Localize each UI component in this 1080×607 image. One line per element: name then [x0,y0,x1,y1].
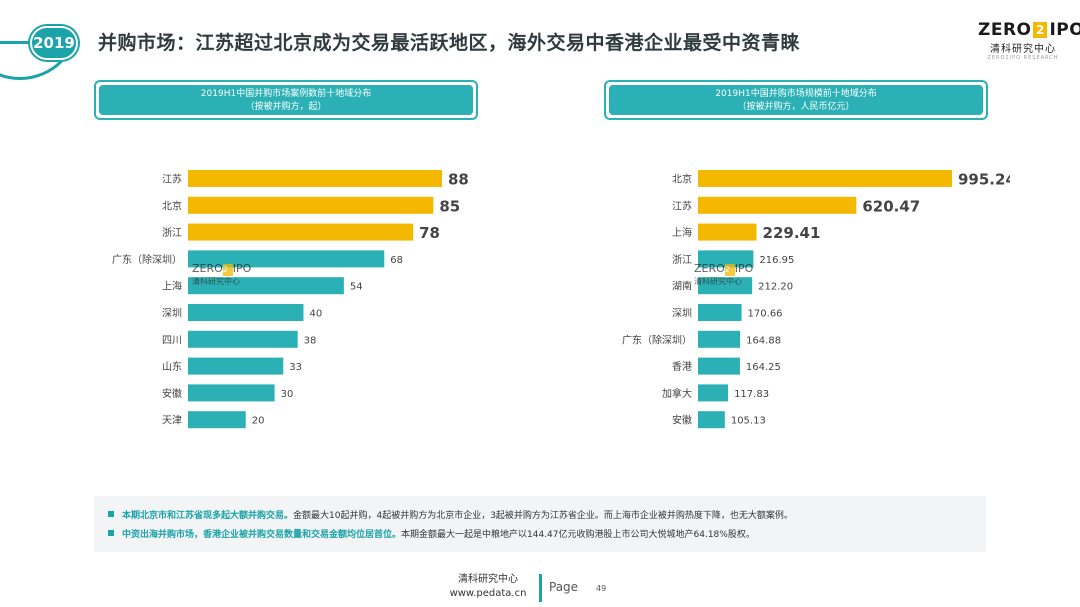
value-label: 40 [309,309,322,320]
logo-mark: 2 [1033,22,1048,38]
page-title: 并购市场：江苏超过北京成为交易最活跃地区，海外交易中香港企业最受中资青睐 [98,32,801,54]
right-bar-chart: 北京 995.24 江苏 620.47 上海 229.41 浙江 216.95 湖南 212.20… [622,170,1010,429]
bar [698,170,952,187]
bar [698,357,740,375]
footer-page-label: Page [549,580,579,594]
category-label: 北京 [162,199,182,212]
category-label: 江苏 [672,199,692,212]
value-label: 164.88 [746,335,781,346]
page-number: 49 [596,584,607,593]
left-panel-header: 2019H1中国并购市场案例数前十地域分布 （按被并购方，起） [94,80,478,120]
note-text: 本期金额最大一起是中粮地产以144.47亿元收购港股上市公司大悦城地产64.18… [401,530,755,540]
category-label: 上海 [162,280,182,293]
left-bar-chart: 江苏 88 北京 85 浙江 78 广东（除深圳） 68 上海 54 深圳 40 四川 38 山东 33 安徽 3… [112,170,469,429]
bar [698,411,725,429]
year-label: 2019 [30,26,78,60]
bar [698,250,754,268]
bar [188,277,344,295]
left-chart-title: 2019H1中国并购市场案例数前十地域分布 [200,89,372,99]
value-label: 620.47 [862,197,920,215]
category-label: 湖南 [672,280,692,293]
value-label: 229.41 [763,224,821,242]
footer-org: 清科研究中心 www.pedata.cn [440,573,536,601]
value-label: 30 [281,389,294,400]
value-label: 20 [252,416,265,427]
value-label: 68 [390,255,403,266]
bar [188,196,434,214]
notes-box: 本期北京市和江苏省现多起大额并购交易。金额最大10起并购，4起被并购方为北京市企… [94,496,986,552]
value-label: 33 [289,362,302,373]
category-label: 上海 [672,226,692,239]
decorative-line [0,41,30,44]
category-label: 深圳 [162,308,182,320]
bar [698,223,757,241]
footer-divider [539,574,542,602]
logo-tagline: ZERO2IPO RESEARCH [987,55,1059,61]
bar [188,250,385,268]
value-label: 38 [304,335,317,346]
category-label: 浙江 [162,227,182,239]
bar [698,304,742,321]
value-label: 88 [448,171,469,189]
category-label: 北京 [672,173,692,186]
category-label: 香港 [672,361,692,373]
value-label: 170.66 [748,309,783,320]
bar [698,277,753,295]
note-highlight: 中资出海并购市场，香港企业被并购交易数量和交易金额均位居首位。 [122,530,402,540]
category-label: 天津 [162,415,182,427]
category-label: 安徽 [672,414,692,427]
watermark-left: ZERO2 IPO 清科研究中心 [192,262,252,286]
category-label: 浙江 [672,254,692,266]
bar [188,170,442,187]
value-label: 164.25 [746,362,781,373]
value-label: 995.24 [958,171,1010,189]
logo-subtitle: 清科研究中心 [990,44,1056,55]
zero2ipo-logo: ZERO 2 IPO 清科研究中心 ZERO2IPO RESEARCH [978,20,1080,61]
footer-url[interactable]: www.pedata.cn [449,588,527,599]
category-label: 山东 [162,360,182,373]
watermark-right: ZERO2 IPO 清科研究中心 [694,262,754,286]
right-chart-title: 2019H1中国并购市场规模前十地域分布 [715,89,877,99]
bar [188,223,414,241]
value-label: 117.83 [734,389,769,400]
footer-org-name: 清科研究中心 [458,574,518,585]
bullet-icon [108,530,114,536]
category-label: 深圳 [672,308,692,320]
bar [188,411,246,429]
value-label: 54 [350,282,363,293]
bar [188,384,275,402]
year-badge: 2019 [0,0,92,82]
bar [698,196,857,214]
bar [188,357,284,375]
category-label: 江苏 [162,173,182,186]
note-item: 本期北京市和江苏省现多起大额并购交易。金额最大10起并购，4起被并购方为北京市企… [108,507,972,526]
value-label: 105.13 [731,416,766,427]
value-label: 78 [419,224,440,242]
category-label: 四川 [162,335,182,346]
value-label: 216.95 [759,255,794,266]
note-highlight: 本期北京市和江苏省现多起大额并购交易。 [122,511,294,521]
bar [698,384,729,402]
category-label: 广东（除深圳） [622,333,692,346]
bar [188,304,304,321]
right-chart-subtitle: （按被并购方，人民币亿元） [737,102,855,112]
category-label: 广东（除深圳） [112,253,182,266]
note-item: 中资出海并购市场，香港企业被并购交易数量和交易金额均位居首位。本期金额最大一起是… [108,526,972,545]
note-text: 金额最大10起并购，4起被并购方为北京市企业，3起被并购方为江苏省企业。而上海市… [293,511,793,521]
left-chart-subtitle: （按被并购方，起） [245,102,327,112]
bullet-icon [108,511,114,517]
category-label: 安徽 [162,387,182,400]
logo-text-left: ZERO [978,20,1032,40]
right-panel-header: 2019H1中国并购市场规模前十地域分布 （按被并购方，人民币亿元） [604,80,988,120]
logo-text-right: IPO [1049,20,1080,40]
bar [698,330,741,348]
category-label: 加拿大 [662,387,692,400]
value-label: 212.20 [758,282,793,293]
value-label: 85 [439,197,460,215]
bar [188,330,298,348]
